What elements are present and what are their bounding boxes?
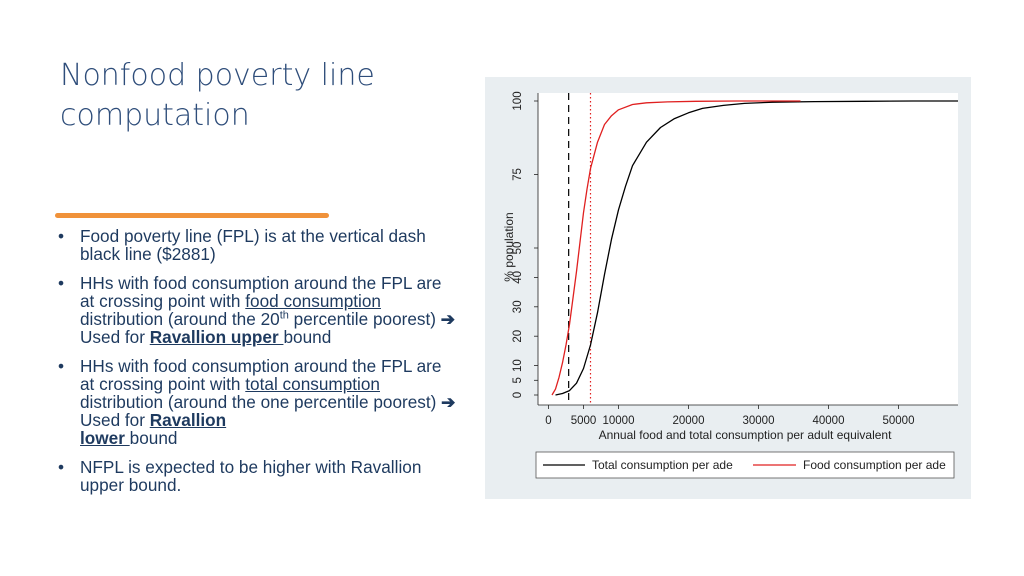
legend: Total consumption per ade Food consumpti…	[535, 451, 955, 479]
chart-panel: 0 5 10 20 30 40 50 75 100 0 5000 10000 20000 30000 400…	[485, 77, 971, 499]
bullet-text: Used for	[80, 410, 150, 430]
bullet-item: • HHs with food consumption around the F…	[58, 357, 458, 447]
x-tick-label: 5000	[571, 415, 597, 427]
bullet-marker: •	[58, 457, 65, 477]
y-tick-label: 0	[512, 392, 524, 398]
bullet-text: HHs with food consumption around the FPL…	[80, 356, 442, 394]
x-tick-label: 30000	[743, 415, 775, 427]
y-tick-label: 30	[512, 300, 524, 313]
superscript: th	[279, 309, 289, 322]
bullet-marker: •	[58, 273, 65, 293]
bullet-text: bound	[283, 327, 332, 347]
bullet-text: distribution (around the one percentile …	[80, 392, 442, 412]
bullet-text: distribution (around the 20	[80, 309, 280, 329]
x-tick-label: 40000	[813, 415, 845, 427]
x-tick-label: 20000	[673, 415, 705, 427]
y-tick-label: 50	[512, 242, 524, 255]
underlined-term: total consumption	[245, 374, 380, 394]
x-tick-label: 50000	[883, 415, 915, 427]
bullet-text: percentile poorest)	[288, 309, 441, 329]
bullet-text: NFPL is expected to be higher with Raval…	[80, 457, 422, 495]
y-tick-label: 5	[512, 377, 524, 383]
y-tick-label: 10	[512, 359, 524, 372]
y-axis-label: % population	[502, 212, 516, 281]
y-tick-label: 20	[512, 330, 524, 343]
plot-area	[538, 93, 958, 405]
cdf-chart: 0 5 10 20 30 40 50 75 100 0 5000 10000 20000 30000 400…	[502, 91, 958, 479]
legend-box	[535, 451, 955, 479]
legend-label-food: Food consumption per ade	[803, 458, 946, 472]
emphasis-term: Ravallion upper	[149, 327, 284, 347]
bullet-text: HHs with food consumption around the FPL…	[80, 273, 442, 311]
series-line-total	[555, 100, 958, 396]
arrow-icon: ➔	[440, 309, 456, 329]
underlined-term: food consumption	[245, 291, 381, 311]
x-axis-label: Annual food and total consumption per ad…	[599, 428, 893, 442]
slide-title: Nonfood poverty line computation	[60, 58, 375, 133]
y-tick-label: 40	[512, 271, 524, 284]
bullet-list: • Food poverty line (FPL) is at the vert…	[58, 227, 458, 505]
bullet-marker: •	[58, 226, 65, 246]
bullet-item: • HHs with food consumption around the F…	[58, 274, 458, 346]
x-tick-label: 10000	[603, 415, 635, 427]
emphasis-term: lower	[80, 428, 130, 448]
arrow-icon: ➔	[441, 392, 456, 412]
bullet-text: Food poverty line (FPL) is at the vertic…	[80, 226, 426, 264]
accent-rule	[55, 213, 329, 218]
bullet-text: Used for	[80, 327, 150, 347]
series-line-food	[551, 100, 801, 396]
bullet-item: • Food poverty line (FPL) is at the vert…	[58, 227, 458, 263]
bullet-text: bound	[129, 428, 178, 448]
bullet-marker: •	[58, 356, 65, 376]
legend-label-total: Total consumption per ade	[592, 458, 733, 472]
x-tick-label: 0	[545, 415, 551, 427]
bullet-item: • NFPL is expected to be higher with Rav…	[58, 458, 458, 494]
emphasis-term: Ravallion	[149, 410, 227, 430]
y-tick-label: 100	[512, 91, 524, 110]
y-tick-label: 75	[512, 168, 524, 181]
